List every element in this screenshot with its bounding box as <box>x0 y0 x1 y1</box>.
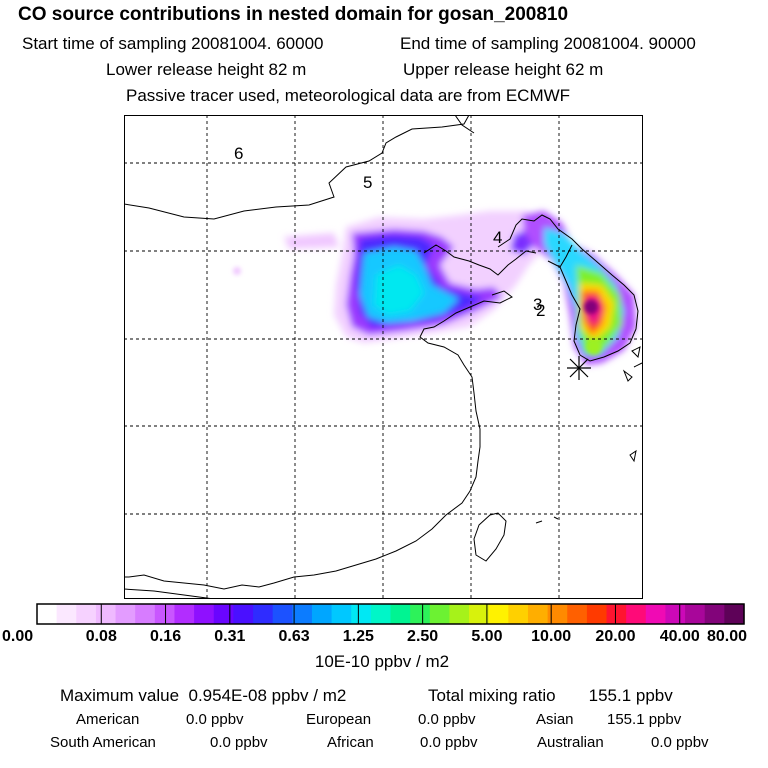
lat-lon-grid <box>124 115 643 599</box>
colorbar-cell <box>606 604 627 624</box>
day-label-6: 6 <box>234 144 243 163</box>
colorbar-cell <box>115 604 136 624</box>
colorbar-cell <box>311 604 333 624</box>
colorbar <box>36 603 745 625</box>
day-label-3: 3 <box>533 295 542 314</box>
colorbar-cell <box>626 604 647 624</box>
source-american-value: 0.0 ppbv <box>186 711 244 728</box>
source-african-value: 0.0 ppbv <box>420 734 478 751</box>
day-label-2: 2 <box>536 301 545 320</box>
upper-release-height: Upper release height 62 m <box>403 60 604 79</box>
start-time: Start time of sampling 20081004. 60000 <box>22 34 324 53</box>
colorbar-cell <box>233 604 254 624</box>
source-american-label: American <box>76 711 140 728</box>
total-mixing-ratio-number: 155.1 ppbv <box>588 686 673 705</box>
colorbar-cell <box>508 604 529 624</box>
source-south-american-label: South American <box>50 734 156 751</box>
colorbar-cell <box>449 604 470 624</box>
colorbar-tick-label: 40.00 <box>659 628 700 645</box>
source-european-value: 0.0 ppbv <box>418 711 476 728</box>
colorbar-cell <box>547 604 568 624</box>
map-frame <box>124 115 643 599</box>
colorbar-tick-label: 5.00 <box>471 628 503 645</box>
colorbar-tick-label: 0.16 <box>149 628 182 645</box>
plot-title: CO source contributions in nested domain… <box>18 4 569 25</box>
colorbar-cell <box>488 604 509 624</box>
colorbar-cell <box>253 604 274 624</box>
receptor-marker <box>567 356 591 380</box>
colorbar-cell <box>135 604 156 624</box>
colorbar-cell <box>685 604 706 624</box>
source-european-label: European <box>306 711 372 728</box>
concentration-field <box>233 211 636 365</box>
colorbar-tick-label: 80.00 <box>707 628 748 645</box>
colorbar-cell <box>56 604 77 624</box>
maximum-value: Maximum value 0.954E-08 ppbv / m2 <box>60 686 347 705</box>
colorbar-cell <box>351 604 372 624</box>
colorbar-cell <box>567 604 588 624</box>
colorbar-cell <box>410 604 431 624</box>
colorbar-tick-label: 10.00 <box>531 628 572 645</box>
colorbar-cell <box>95 604 117 624</box>
colorbar-cell <box>272 604 293 624</box>
colorbar-cell <box>370 604 392 624</box>
coastlines-borders <box>124 115 643 599</box>
total-mixing-ratio: Total mixing ratio 155.1 ppbv <box>428 686 673 705</box>
colorbar-cell <box>331 604 352 624</box>
colorbar-cell <box>469 604 490 624</box>
colorbar-cell <box>194 604 215 624</box>
colorbar-tick-label: 0.31 <box>214 628 246 645</box>
source-south-american-value: 0.0 ppbv <box>210 734 268 751</box>
colorbar-cell <box>76 604 97 624</box>
colorbar-tick-label: 0.63 <box>278 628 310 645</box>
colorbar-units: 10E-10 ppbv / m2 <box>314 652 450 671</box>
colorbar-cell <box>665 604 686 624</box>
colorbar-tick-label: 2.50 <box>407 628 439 645</box>
footprint-map: 6 5 4 3 2 <box>124 115 643 599</box>
source-australian-label: Australian <box>537 734 604 751</box>
colorbar-cell <box>292 604 313 624</box>
tracer-note: Passive tracer used, meteorological data… <box>126 86 571 105</box>
colorbar-cell <box>429 604 451 624</box>
colorbar-tick-label: 0.00 <box>2 628 34 645</box>
colorbar-tick-label: 20.00 <box>595 628 636 645</box>
colorbar-cell <box>527 604 549 624</box>
maximum-value-number: 0.954E-08 ppbv / m2 <box>188 686 347 705</box>
day-label-5: 5 <box>363 173 372 192</box>
colorbar-cell <box>213 604 234 624</box>
day-label-4: 4 <box>493 228 502 247</box>
colorbar-cell <box>390 604 411 624</box>
colorbar-cell <box>704 604 725 624</box>
source-asian-label: Asian <box>536 711 574 728</box>
source-asian-value: 155.1 ppbv <box>607 711 682 728</box>
colorbar-cell <box>586 604 608 624</box>
source-australian-value: 0.0 ppbv <box>651 734 709 751</box>
colorbar-cell <box>174 604 195 624</box>
end-time: End time of sampling 20081004. 90000 <box>400 34 696 53</box>
colorbar-tick-label: 0.08 <box>85 628 117 645</box>
lower-release-height: Lower release height 82 m <box>106 60 307 79</box>
colorbar-cell <box>724 604 745 624</box>
colorbar-tick-label: 1.25 <box>342 628 374 645</box>
colorbar-cell <box>154 604 176 624</box>
source-african-label: African <box>327 734 374 751</box>
colorbar-cell <box>645 604 667 624</box>
colorbar-cell <box>37 604 58 624</box>
